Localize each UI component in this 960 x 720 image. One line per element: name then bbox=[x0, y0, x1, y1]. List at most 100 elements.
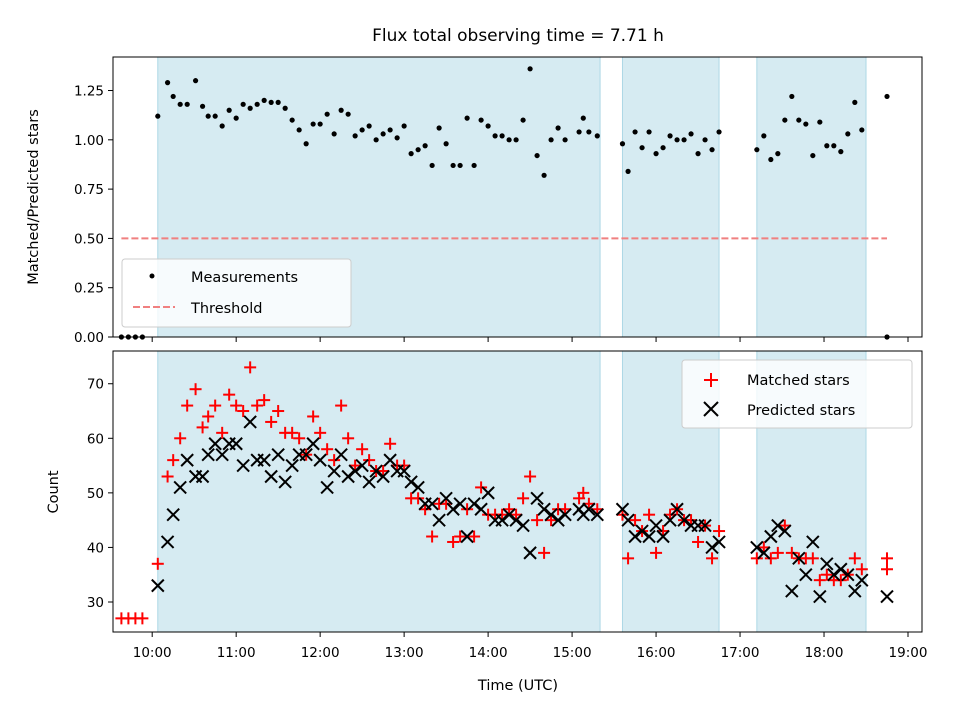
measurement-point bbox=[688, 131, 694, 137]
matched-star-point bbox=[657, 525, 670, 538]
matched-star-point bbox=[363, 454, 376, 467]
predicted-star-point bbox=[705, 540, 719, 555]
predicted-star-point bbox=[151, 578, 165, 593]
matched-star-point bbox=[349, 459, 362, 472]
matched-star-point bbox=[531, 514, 544, 527]
measurement-point bbox=[639, 145, 645, 151]
matched-star-point bbox=[468, 530, 481, 543]
predicted-star-point bbox=[376, 469, 390, 484]
matched-star-point bbox=[356, 443, 369, 456]
predicted-star-point bbox=[582, 502, 596, 516]
matched-star-point bbox=[545, 514, 558, 527]
matched-star-point bbox=[713, 525, 726, 538]
matched-star-point bbox=[881, 552, 894, 565]
matched-star-point bbox=[629, 514, 642, 527]
measurement-point bbox=[810, 152, 816, 159]
measurement-point bbox=[884, 93, 890, 100]
measurement-point bbox=[619, 141, 626, 147]
top-y-axis-label: Matched/Predicted stars bbox=[26, 109, 42, 285]
legend-matched-marker bbox=[704, 373, 718, 387]
matched-star-point bbox=[622, 552, 635, 565]
measurement-point bbox=[527, 66, 533, 72]
predicted-star-point bbox=[764, 529, 778, 544]
x-tick-label: 13:00 bbox=[385, 645, 424, 661]
measurement-point bbox=[296, 127, 302, 133]
matched-star-point bbox=[778, 519, 791, 532]
matched-star-point bbox=[771, 546, 784, 559]
measurement-point bbox=[443, 141, 449, 147]
x-tick-label: 18:00 bbox=[805, 645, 844, 661]
measurement-point bbox=[632, 129, 638, 135]
matched-star-point bbox=[834, 574, 847, 587]
matched-star-point bbox=[510, 508, 523, 521]
measurement-point bbox=[513, 137, 519, 143]
matched-star-point bbox=[398, 459, 411, 472]
predicted-star-point bbox=[799, 568, 813, 582]
measurements-series bbox=[118, 66, 890, 340]
measurement-point bbox=[709, 147, 715, 153]
predicted-star-point bbox=[834, 562, 848, 576]
predicted-star-point bbox=[530, 491, 544, 506]
matched-star-point bbox=[272, 405, 285, 418]
measurement-point bbox=[653, 151, 659, 157]
matched-star-point bbox=[685, 514, 698, 527]
matched-star-point bbox=[384, 437, 397, 450]
predicted-star-point bbox=[635, 524, 649, 538]
matched-star-point bbox=[265, 415, 278, 428]
measurement-point bbox=[310, 121, 316, 127]
legend-predicted-marker bbox=[703, 401, 719, 417]
matched-star-point bbox=[750, 552, 763, 565]
predicted-star-point bbox=[820, 557, 834, 571]
measurement-point bbox=[184, 101, 190, 107]
x-tick-label: 10:00 bbox=[133, 645, 172, 661]
matched-star-point bbox=[136, 612, 149, 625]
measurement-point bbox=[782, 117, 788, 123]
legend-measurements-marker bbox=[149, 273, 155, 279]
matched-star-point bbox=[258, 394, 271, 407]
measurement-point bbox=[775, 151, 781, 157]
predicted-star-point bbox=[509, 513, 523, 527]
matched-star-point bbox=[454, 530, 467, 543]
legend-predicted-label: Predicted stars bbox=[747, 403, 855, 419]
measurement-point bbox=[768, 156, 774, 163]
bottom-y-tick-label: 40 bbox=[87, 540, 104, 556]
matched-star-point bbox=[230, 399, 243, 412]
matched-star-point bbox=[692, 535, 705, 548]
top-x-ticks bbox=[151, 337, 909, 342]
measurement-point bbox=[275, 99, 281, 105]
measurement-point bbox=[796, 117, 802, 123]
measurement-point bbox=[646, 129, 652, 135]
matched-star-point bbox=[538, 546, 551, 559]
matched-star-point bbox=[216, 426, 229, 439]
matched-star-point bbox=[475, 481, 488, 494]
measurement-point bbox=[387, 127, 393, 133]
top-axes-frame bbox=[112, 56, 923, 338]
measurement-point bbox=[499, 133, 505, 139]
measurement-point bbox=[555, 125, 561, 131]
matched-star-point bbox=[244, 361, 257, 374]
matched-star-point bbox=[237, 405, 250, 418]
measurement-point bbox=[254, 101, 260, 107]
measurement-point bbox=[226, 107, 232, 113]
predicted-star-point bbox=[558, 507, 572, 522]
predicted-star-point bbox=[411, 480, 425, 495]
predicted-star-point bbox=[663, 513, 677, 527]
shaded-interval-2 bbox=[621, 56, 720, 338]
predicted-star-point bbox=[806, 535, 820, 549]
x-tick-label: 15:00 bbox=[553, 645, 592, 661]
top-legend-box bbox=[121, 258, 352, 328]
predicted-star-point bbox=[649, 518, 663, 533]
matched-star-point bbox=[524, 470, 537, 483]
bottom-y-ticks: 30 40 50 60 70 bbox=[87, 377, 113, 611]
measurement-point bbox=[380, 131, 386, 137]
predicted-star-point bbox=[813, 589, 827, 604]
measurement-point bbox=[373, 137, 379, 143]
predicted-star-point bbox=[771, 518, 785, 533]
predicted-star-point bbox=[621, 513, 635, 527]
measurement-point bbox=[359, 127, 365, 133]
matched-star-point bbox=[161, 470, 174, 483]
measurement-point bbox=[667, 133, 673, 139]
measurement-point bbox=[674, 137, 680, 143]
matched-star-point bbox=[209, 399, 222, 412]
matched-star-point bbox=[412, 492, 425, 505]
